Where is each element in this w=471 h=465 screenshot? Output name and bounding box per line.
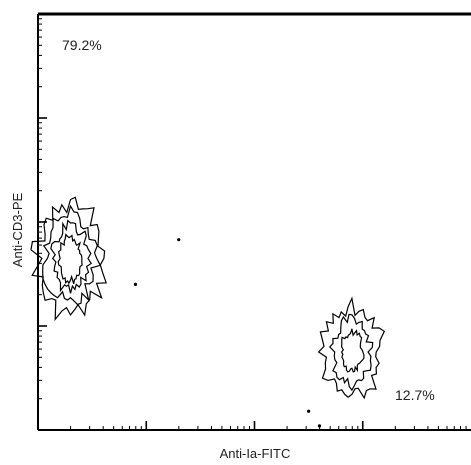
contour-lines — [30, 196, 386, 400]
quadrant-label-bottom-right: 12.7% — [395, 387, 435, 403]
y-axis-label: Anti-CD3-PE — [10, 192, 25, 267]
contour-level-1-1 — [30, 196, 108, 322]
contour-level-1-4 — [57, 233, 83, 285]
event-point — [177, 238, 181, 242]
x-axis-label: Anti-Ia-FITC — [220, 446, 291, 461]
contour-level-2-2 — [328, 313, 374, 392]
contour-level-1-3 — [50, 219, 93, 294]
event-point — [133, 282, 138, 286]
x-axis-ticks — [37, 421, 467, 430]
event-point — [307, 409, 311, 413]
contour-level-1-2 — [42, 204, 102, 306]
stray-points — [133, 238, 322, 428]
quadrant-label-top-left: 79.2% — [62, 37, 102, 53]
contour-level-2-1 — [317, 296, 386, 400]
contour-level-2-3 — [340, 328, 365, 373]
plot-frame — [37, 12, 471, 431]
event-point — [317, 424, 322, 428]
y-axis-ticks — [38, 13, 47, 431]
